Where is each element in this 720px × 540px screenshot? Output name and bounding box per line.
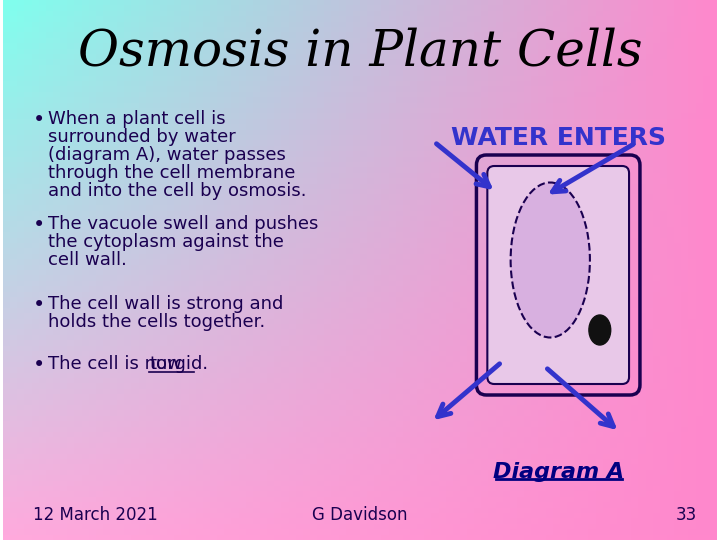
Ellipse shape <box>589 315 611 345</box>
Text: G Davidson: G Davidson <box>312 506 408 524</box>
Text: •: • <box>33 215 45 235</box>
Text: The vacuole swell and pushes: The vacuole swell and pushes <box>48 215 318 233</box>
Text: •: • <box>33 355 45 375</box>
Text: surrounded by water: surrounded by water <box>48 128 235 146</box>
Text: 33: 33 <box>675 506 697 524</box>
Text: WATER ENTERS: WATER ENTERS <box>451 126 666 150</box>
Text: turgid.: turgid. <box>149 355 209 373</box>
Ellipse shape <box>510 183 590 338</box>
Text: the cytoplasm against the: the cytoplasm against the <box>48 233 284 251</box>
Text: Diagram A: Diagram A <box>492 462 624 482</box>
Text: and into the cell by osmosis.: and into the cell by osmosis. <box>48 182 306 200</box>
Text: through the cell membrane: through the cell membrane <box>48 164 295 182</box>
Text: The cell is now: The cell is now <box>48 355 187 373</box>
Text: The cell wall is strong and: The cell wall is strong and <box>48 295 283 313</box>
Text: cell wall.: cell wall. <box>48 251 127 269</box>
FancyBboxPatch shape <box>487 166 629 384</box>
Text: •: • <box>33 110 45 130</box>
Text: Osmosis in Plant Cells: Osmosis in Plant Cells <box>78 28 642 77</box>
Text: When a plant cell is: When a plant cell is <box>48 110 225 128</box>
Text: 12 March 2021: 12 March 2021 <box>33 506 158 524</box>
Text: (diagram A), water passes: (diagram A), water passes <box>48 146 286 164</box>
Text: •: • <box>33 295 45 315</box>
Text: holds the cells together.: holds the cells together. <box>48 313 265 331</box>
